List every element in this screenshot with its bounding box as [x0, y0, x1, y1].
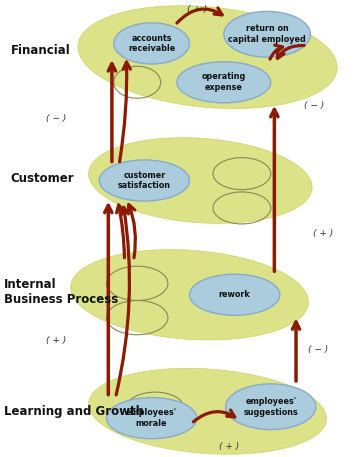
Text: ( + ): ( + ) [313, 228, 333, 238]
Text: customer
satisfaction: customer satisfaction [118, 170, 171, 191]
Text: Internal
Business Process: Internal Business Process [4, 278, 118, 307]
Ellipse shape [78, 5, 337, 109]
Text: return on
capital employed: return on capital employed [228, 24, 306, 44]
Text: ( − ): ( − ) [308, 345, 328, 354]
Text: employees'
suggestions: employees' suggestions [243, 397, 298, 417]
Text: ( + ): ( + ) [46, 336, 66, 345]
Text: Learning and Growth: Learning and Growth [4, 405, 144, 418]
Text: ( − ): ( − ) [304, 101, 324, 110]
Text: accounts
receivable: accounts receivable [128, 33, 175, 53]
Text: employees'
morale: employees' morale [126, 408, 177, 428]
Ellipse shape [88, 368, 327, 454]
Text: Customer: Customer [11, 172, 74, 185]
Text: ( − ): ( − ) [46, 114, 66, 123]
Text: ( + ): ( + ) [187, 5, 207, 14]
Text: Financial: Financial [11, 44, 71, 57]
Ellipse shape [226, 384, 316, 430]
Ellipse shape [190, 274, 280, 315]
Text: operating
expense: operating expense [202, 72, 246, 92]
Text: rework: rework [219, 290, 251, 299]
Ellipse shape [88, 138, 312, 223]
Ellipse shape [114, 23, 190, 64]
Ellipse shape [224, 11, 310, 57]
Ellipse shape [177, 62, 271, 103]
Ellipse shape [99, 160, 190, 201]
Ellipse shape [106, 398, 197, 439]
Text: ( + ): ( + ) [219, 442, 239, 452]
Ellipse shape [70, 250, 309, 340]
